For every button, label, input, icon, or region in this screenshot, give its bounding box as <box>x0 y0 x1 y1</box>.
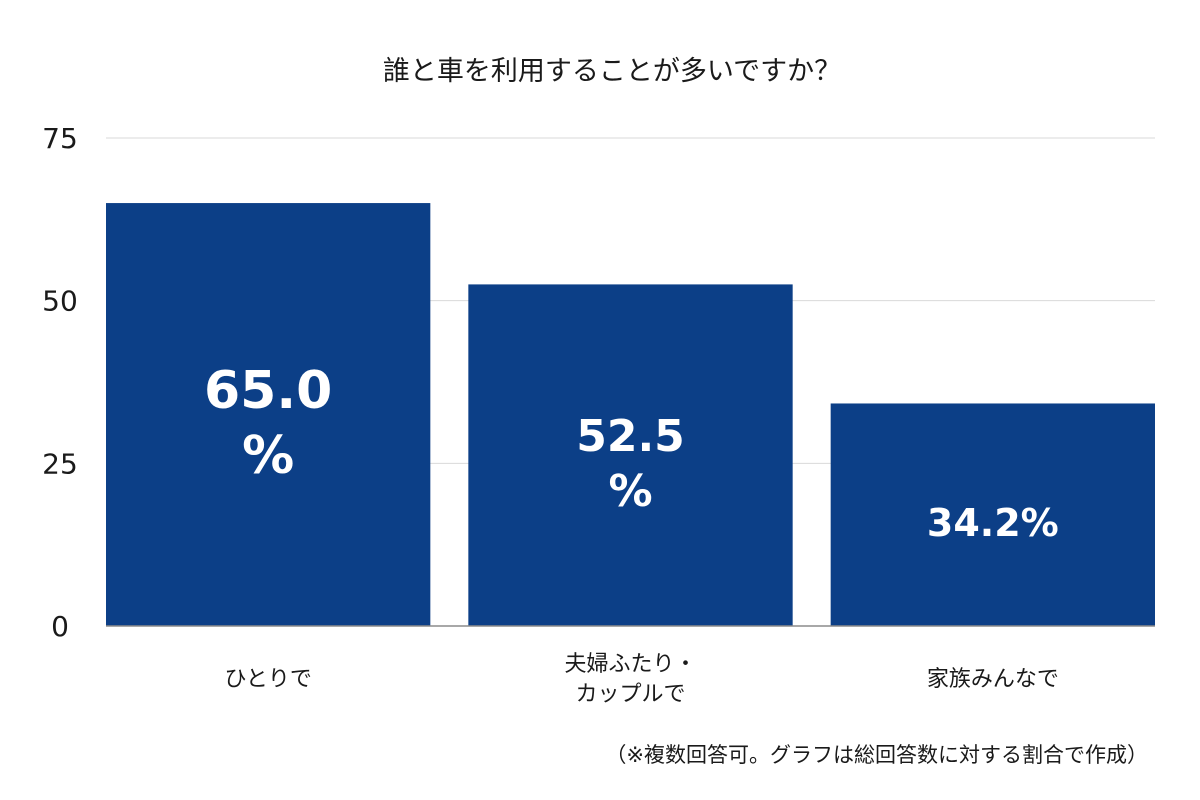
y-axis-ticks: 0 25 50 75 <box>42 122 78 643</box>
chart-title: 誰と車を利用することが多いですか？ <box>383 56 841 87</box>
data-label: % <box>242 426 294 486</box>
category-label: ひとりで <box>224 667 311 692</box>
data-label: 34.2% <box>927 501 1059 545</box>
y-tick-label: 75 <box>42 122 78 155</box>
y-tick-label: 0 <box>51 610 69 643</box>
category-label: 家族みんなで <box>927 667 1059 692</box>
data-label: % <box>608 466 652 517</box>
category-label: 夫婦ふたり・ <box>564 652 696 677</box>
bar <box>830 403 1155 626</box>
chart-footnote: （※複数回答可。グラフは総回答数に対する割合で作成） <box>605 743 1148 767</box>
y-tick-label: 50 <box>42 285 78 318</box>
category-label: カップルで <box>575 682 685 707</box>
data-label: 52.5 <box>576 411 685 462</box>
bar <box>106 203 431 627</box>
y-tick-label: 25 <box>42 447 78 480</box>
data-label: 65.0 <box>204 361 332 421</box>
bar <box>468 284 793 626</box>
bars: 65.0% 52.5%34.2% <box>106 203 1155 627</box>
category-labels: ひとりで 夫婦ふたり・カップルで 家族みんなで <box>224 652 1058 707</box>
